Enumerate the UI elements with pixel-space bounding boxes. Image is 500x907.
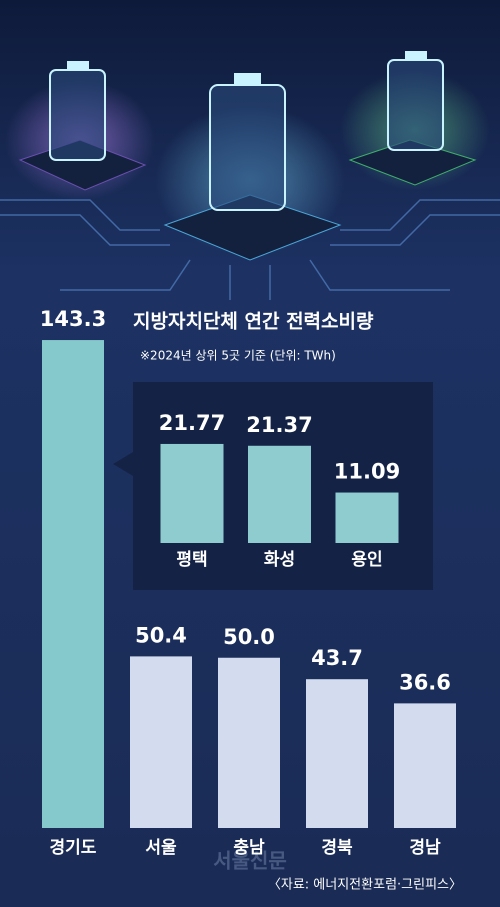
- battery: [49, 51, 444, 211]
- value-label: 43.7: [311, 646, 363, 670]
- chart-subtitle: ※2024년 상위 5곳 기준 (단위: TWh): [140, 349, 336, 363]
- bar: [335, 492, 399, 543]
- category-label: 경기도: [50, 838, 97, 858]
- bar: [218, 657, 280, 828]
- source: 〈자료: 에너지전환포럼·그린피스〉: [268, 878, 462, 893]
- bar: [130, 656, 192, 828]
- bar: [160, 443, 224, 543]
- category-label: 화성: [264, 550, 295, 570]
- value-label: 11.09: [334, 460, 400, 484]
- category-label: 서울: [145, 838, 177, 858]
- bar: [394, 703, 456, 828]
- illustration: [0, 199, 500, 300]
- value-label: 21.37: [246, 413, 312, 437]
- category-label: 경북: [321, 838, 353, 858]
- value-label: 36.6: [399, 670, 451, 694]
- value-label: 50.4: [135, 623, 187, 647]
- value-label: 143.3: [40, 307, 106, 331]
- bar: [306, 679, 368, 828]
- category-label: 평택: [176, 550, 207, 570]
- category-label: 경남: [409, 838, 441, 858]
- category-label: 충남: [233, 838, 265, 858]
- bar: [248, 445, 311, 543]
- inset-pointer: [113, 452, 133, 476]
- value-label: 50.0: [223, 625, 275, 649]
- watermark: 서울신문: [213, 849, 287, 873]
- value-label: 21.77: [159, 411, 225, 435]
- chart-title: 지방자치단체 연간 전력소비량: [133, 311, 374, 333]
- category-label: 용인: [351, 550, 382, 570]
- bar: [42, 340, 104, 828]
